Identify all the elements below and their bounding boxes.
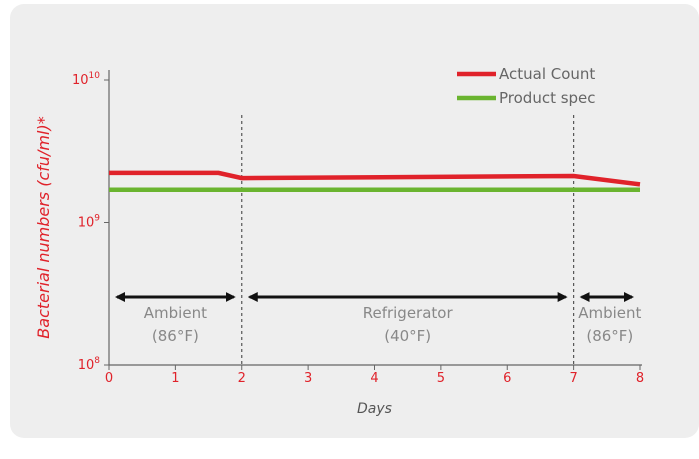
x-axis-title: Days [357,401,392,417]
legend-label: Product spec [499,89,596,107]
x-tick-label: 2 [238,371,246,386]
phase-label: Ambient [144,304,207,322]
y-tick-label: 1010 [72,71,100,88]
x-tick-label: 0 [105,371,113,386]
y-tick-label: 108 [78,356,101,373]
x-tick-label: 7 [569,371,577,386]
x-tick-label: 4 [370,371,378,386]
y-tick-label: 109 [78,214,101,231]
phase-label: Ambient [578,304,641,322]
x-tick-label: 3 [304,371,312,386]
y-axis-title: Bacterial numbers (cfu/ml)* [34,116,53,338]
x-tick-label: 8 [636,371,644,386]
legend-label: Actual Count [499,65,595,83]
phase-temp: (86°F) [152,327,199,345]
x-tick-label: 1 [171,371,179,386]
phase-label: Refrigerator [363,304,454,322]
x-tick-label: 5 [437,371,445,386]
phase-temp: (86°F) [586,327,633,345]
chart-card [10,4,699,438]
x-tick-label: 6 [503,371,511,386]
phase-temp: (40°F) [384,327,431,345]
series-line [109,170,641,187]
